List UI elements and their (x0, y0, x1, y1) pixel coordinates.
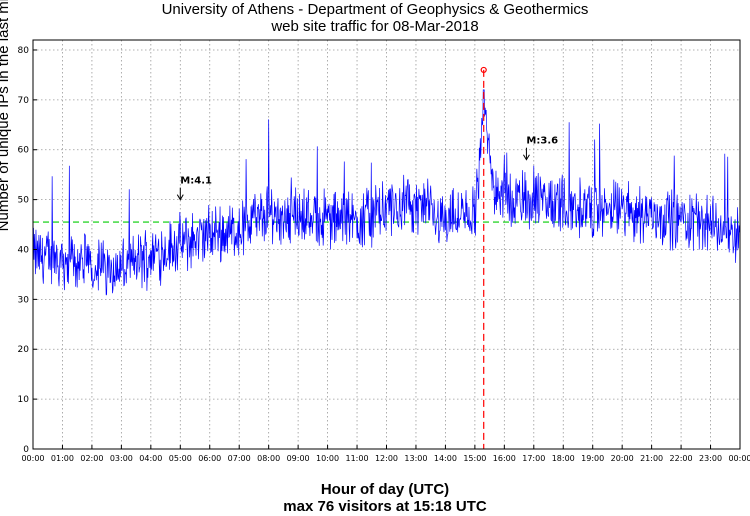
x-tick-label: 01:00 (51, 454, 74, 463)
x-tick-label: 18:00 (552, 454, 575, 463)
y-axis-ticks: 0 10 20 30 40 50 60 70 80 (18, 46, 37, 455)
max-marker-point (480, 66, 487, 74)
x-tick-label: 17:00 (522, 454, 545, 463)
x-tick-label: 22:00 (670, 454, 693, 463)
chart-subtitle: max 76 visitors at 15:18 UTC (283, 498, 487, 515)
x-tick-label: 08:00 (257, 454, 280, 463)
x-tick-label: 05:00 (169, 454, 192, 463)
chart-title-line-1: University of Athens - Department of Geo… (161, 1, 589, 18)
y-tick-label: 40 (18, 245, 30, 255)
x-tick-label: 15:00 (463, 454, 486, 463)
y-tick-label: 50 (18, 196, 30, 206)
series-group (32, 89, 741, 296)
x-tick-label: 03:00 (110, 454, 133, 463)
x-tick-label: 21:00 (640, 454, 663, 463)
annotation-label: M:4.1 (180, 176, 212, 187)
annotation-arrow-head (176, 194, 184, 201)
max-marker-group (480, 66, 487, 449)
x-tick-label: 14:00 (434, 454, 457, 463)
x-axis-ticks: 00:00 01:00 02:00 03:00 04:00 05:00 06:00 07:00… (21, 445, 750, 463)
y-tick-label: 80 (18, 46, 30, 56)
x-tick-label: 20:00 (611, 454, 634, 463)
x-tick-label: 10:00 (316, 454, 339, 463)
x-tick-label: 06:00 (198, 454, 221, 463)
x-tick-label: 23:00 (699, 454, 722, 463)
y-axis-label: Number of unique IPs in the last minute (0, 0, 12, 232)
x-tick-label: 00:00 (21, 454, 44, 463)
series-line-visitors (32, 89, 741, 296)
x-tick-label: 04:00 (139, 454, 162, 463)
grid-lines (33, 40, 740, 449)
x-tick-label: 07:00 (228, 454, 251, 463)
x-tick-label: 11:00 (346, 454, 369, 463)
x-tick-label: 13:00 (404, 454, 427, 463)
y-tick-label: 30 (18, 295, 30, 305)
annotations-group: M:4.1 M:3.6 (176, 136, 558, 201)
y-tick-label: 70 (18, 96, 30, 106)
x-tick-label: 19:00 (581, 454, 604, 463)
chart-title-line-2: web site traffic for 08-Mar-2018 (271, 18, 479, 35)
y-tick-label: 20 (18, 345, 30, 355)
x-tick-label: 12:00 (375, 454, 398, 463)
y-tick-label: 0 (23, 445, 29, 455)
y-tick-label: 10 (18, 395, 30, 405)
x-axis-label: Hour of day (UTC) (320, 481, 450, 498)
annotation-label: M:3.6 (526, 136, 558, 147)
y-tick-label: 60 (18, 146, 30, 156)
x-tick-label: 09:00 (287, 454, 310, 463)
x-tick-label: 00:00 (728, 454, 750, 463)
x-tick-label: 16:00 (493, 454, 516, 463)
annotation-arrow-head (522, 154, 530, 161)
x-tick-label: 02:00 (80, 454, 103, 463)
